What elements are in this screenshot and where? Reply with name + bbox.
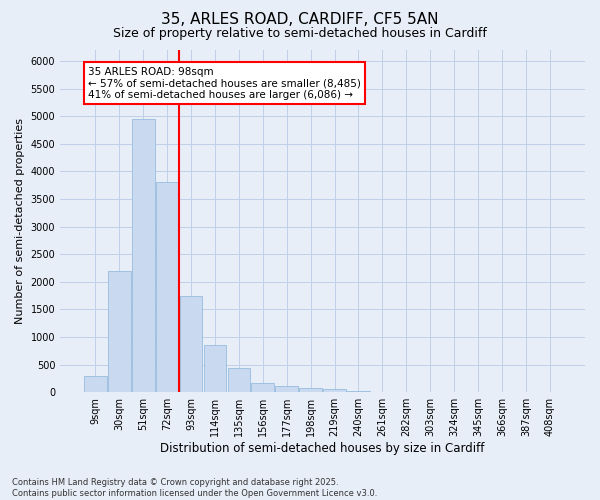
Bar [203, 346, 226, 392]
Bar [179, 296, 202, 392]
Bar [84, 376, 107, 392]
Text: 35, ARLES ROAD, CARDIFF, CF5 5AN: 35, ARLES ROAD, CARDIFF, CF5 5AN [161, 12, 439, 28]
Bar [299, 388, 322, 392]
Text: Size of property relative to semi-detached houses in Cardiff: Size of property relative to semi-detach… [113, 28, 487, 40]
Bar [227, 368, 250, 392]
Bar [323, 390, 346, 392]
Bar [275, 386, 298, 392]
Text: 35 ARLES ROAD: 98sqm
← 57% of semi-detached houses are smaller (8,485)
41% of se: 35 ARLES ROAD: 98sqm ← 57% of semi-detac… [88, 66, 361, 100]
Y-axis label: Number of semi-detached properties: Number of semi-detached properties [15, 118, 25, 324]
Bar [251, 382, 274, 392]
Bar [132, 119, 155, 392]
Bar [108, 271, 131, 392]
Text: Contains HM Land Registry data © Crown copyright and database right 2025.
Contai: Contains HM Land Registry data © Crown c… [12, 478, 377, 498]
X-axis label: Distribution of semi-detached houses by size in Cardiff: Distribution of semi-detached houses by … [160, 442, 485, 455]
Bar [347, 391, 370, 392]
Bar [156, 182, 178, 392]
